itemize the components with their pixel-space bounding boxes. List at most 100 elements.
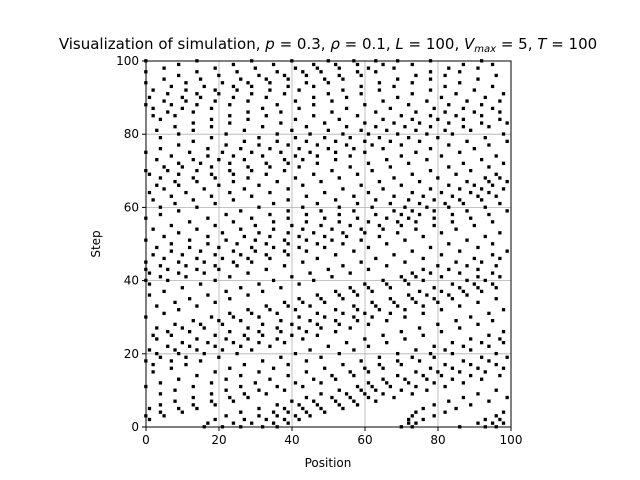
vehicle-marker <box>224 238 228 242</box>
vehicle-marker <box>257 330 261 334</box>
vehicle-marker <box>290 223 294 228</box>
vehicle-marker <box>414 128 418 132</box>
vehicle-marker <box>301 70 305 74</box>
vehicle-marker <box>231 95 236 100</box>
vehicle-marker <box>315 311 320 315</box>
vehicle-marker <box>487 212 491 217</box>
vehicle-marker <box>439 373 444 378</box>
vehicle-marker <box>374 256 378 261</box>
vehicle-marker <box>443 410 447 414</box>
vehicle-marker <box>410 392 414 396</box>
vehicle-marker <box>191 157 195 162</box>
vehicle-marker <box>268 344 272 348</box>
vehicle-marker <box>177 260 181 264</box>
vehicle-marker <box>363 231 367 235</box>
vehicle-marker <box>162 165 166 169</box>
vehicle-marker <box>417 359 422 363</box>
vehicle-marker <box>268 212 272 217</box>
vehicle-marker <box>479 198 484 202</box>
vehicle-marker <box>286 304 290 308</box>
vehicle-marker <box>290 128 294 132</box>
vehicle-marker <box>260 106 265 111</box>
vehicle-marker <box>282 388 287 392</box>
vehicle-marker <box>341 77 345 81</box>
vehicle-marker <box>428 77 433 81</box>
vehicle-marker <box>155 128 159 132</box>
vehicle-marker <box>228 190 232 195</box>
vehicle-marker <box>479 114 484 118</box>
vehicle-marker <box>359 227 363 231</box>
vehicle-marker <box>198 282 203 286</box>
vehicle-marker <box>213 66 217 70</box>
vehicle-marker <box>286 216 290 220</box>
vehicle-marker <box>483 205 487 209</box>
vehicle-marker <box>381 278 385 283</box>
vehicle-marker <box>355 70 360 74</box>
vehicle-marker <box>392 176 396 180</box>
vehicle-marker <box>231 399 236 403</box>
vehicle-marker <box>286 421 290 425</box>
x-tick-label: 60 <box>357 433 372 447</box>
vehicle-marker <box>246 81 250 85</box>
vehicle-marker <box>366 344 371 348</box>
vehicle-marker <box>421 333 425 337</box>
vehicle-marker <box>162 311 166 315</box>
vehicle-marker <box>490 220 495 224</box>
vehicle-marker <box>421 256 425 261</box>
vehicle-marker <box>250 168 254 173</box>
vehicle-marker <box>355 201 360 206</box>
vehicle-marker <box>213 333 217 337</box>
vehicle-marker <box>370 315 374 319</box>
vehicle-marker <box>454 319 458 323</box>
vehicle-marker <box>158 410 163 414</box>
vehicle-marker <box>337 293 341 297</box>
vehicle-marker <box>151 227 155 231</box>
vehicle-marker <box>217 267 221 272</box>
vehicle-marker <box>352 304 356 308</box>
x-tick-label: 40 <box>284 433 299 447</box>
vehicle-marker <box>257 315 261 319</box>
vehicle-marker <box>421 304 425 308</box>
vehicle-marker <box>439 190 444 195</box>
vehicle-marker <box>403 238 407 242</box>
vehicle-marker <box>217 157 221 162</box>
vehicle-marker <box>476 245 480 250</box>
vehicle-marker <box>479 289 484 294</box>
vehicle-marker <box>312 103 316 107</box>
vehicle-marker <box>202 271 206 275</box>
vehicle-marker <box>505 209 509 213</box>
vehicle-marker <box>498 337 502 341</box>
vehicle-marker <box>282 168 287 173</box>
vehicle-marker <box>239 253 243 257</box>
vehicle-marker <box>355 403 360 407</box>
vehicle-marker <box>399 143 403 147</box>
vehicle-marker <box>483 95 487 100</box>
vehicle-marker <box>399 223 403 228</box>
vehicle-marker <box>359 238 363 242</box>
vehicle-marker <box>301 205 305 209</box>
vehicle-marker <box>257 282 261 286</box>
vehicle-marker <box>479 377 484 381</box>
vehicle-marker <box>359 73 363 78</box>
vehicle-marker <box>155 183 159 187</box>
vehicle-marker <box>447 143 451 147</box>
vehicle-marker <box>250 260 254 264</box>
vehicle-marker <box>177 209 181 213</box>
vehicle-marker <box>406 161 411 165</box>
vehicle-marker <box>264 417 268 422</box>
vehicle-marker <box>304 249 309 253</box>
vehicle-marker <box>396 231 400 235</box>
vehicle-marker <box>286 77 290 81</box>
vehicle-marker <box>337 351 341 356</box>
vehicle-marker <box>158 355 163 359</box>
vehicle-marker <box>242 417 247 422</box>
vehicle-marker <box>359 260 363 264</box>
vehicle-marker <box>184 81 188 85</box>
vehicle-marker <box>490 253 495 257</box>
vehicle-marker <box>363 121 367 125</box>
vehicle-marker <box>220 256 225 261</box>
vehicle-marker <box>319 326 323 330</box>
vehicle-marker <box>498 373 502 378</box>
vehicle-marker <box>162 256 166 261</box>
vehicle-marker <box>443 348 447 352</box>
